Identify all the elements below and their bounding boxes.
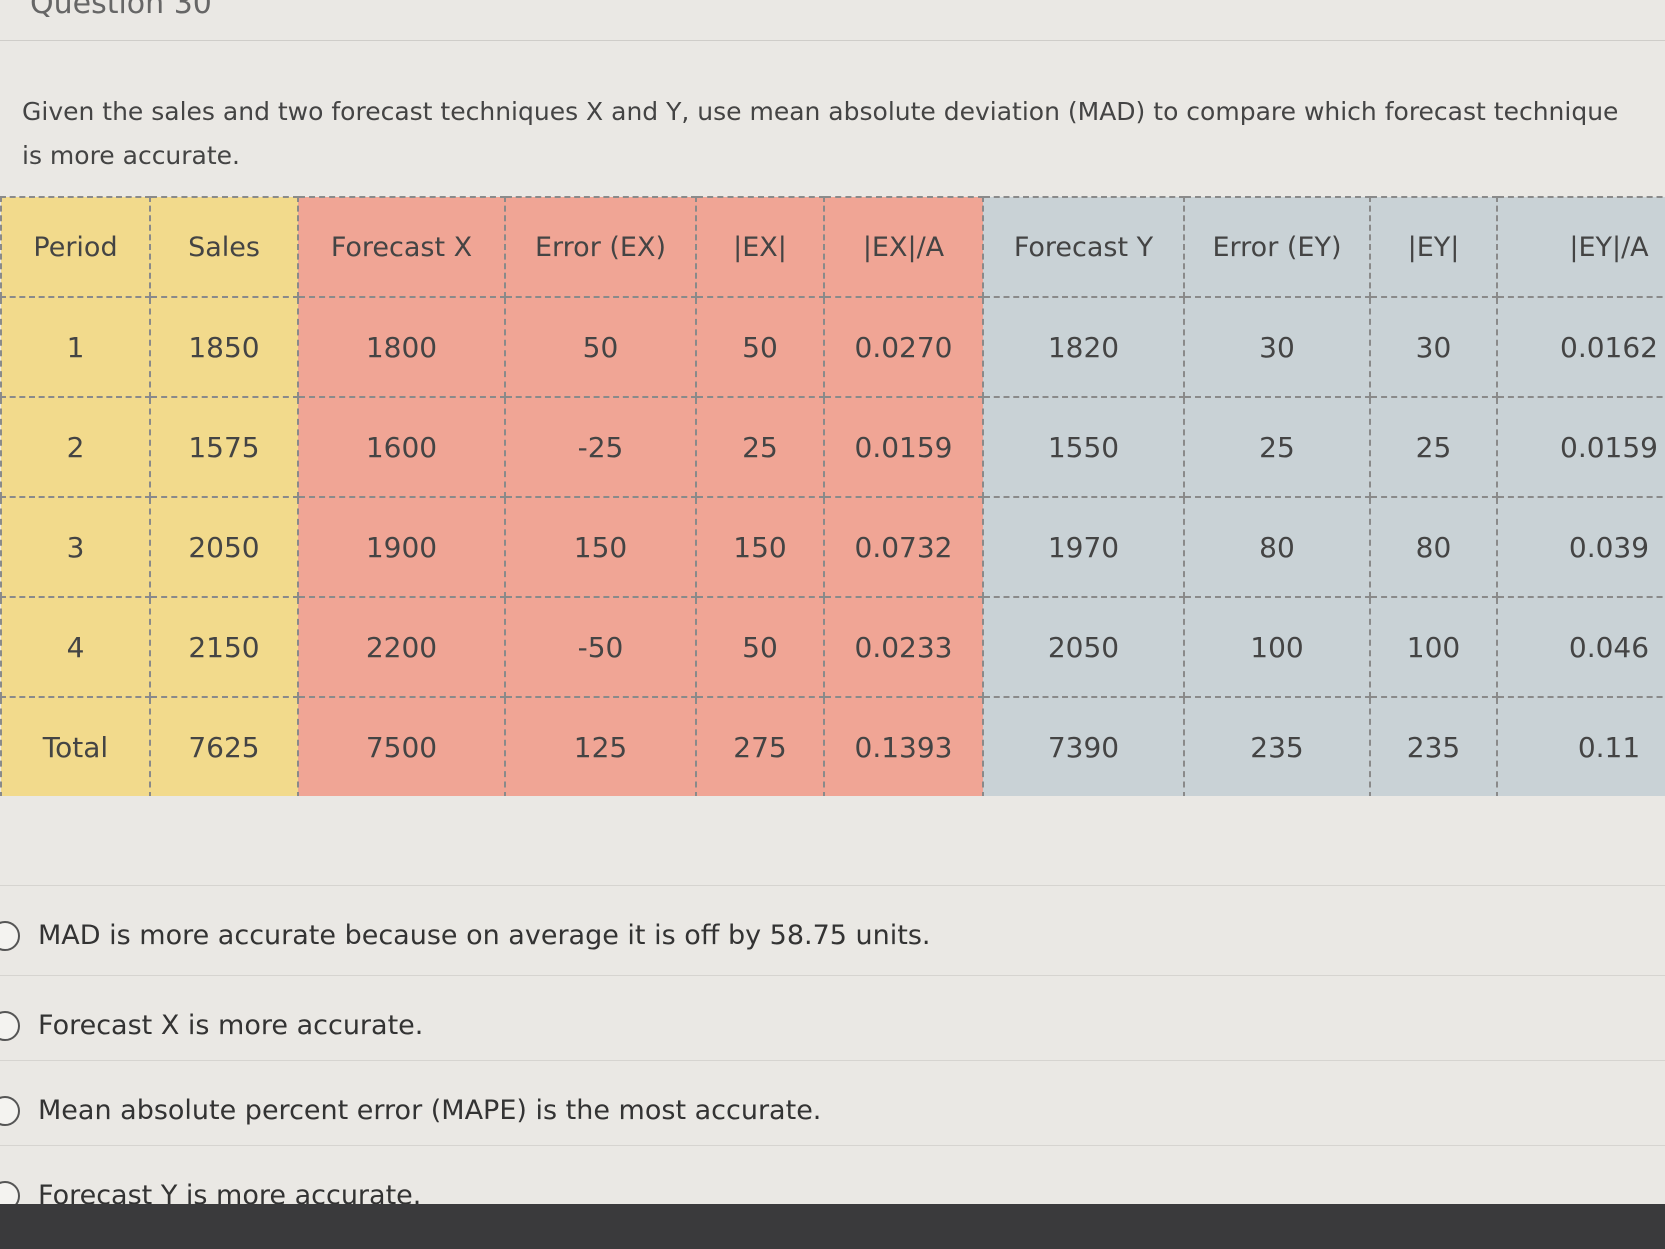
header-cell: Sales [149, 196, 299, 298]
table-cell: 30 [1183, 296, 1371, 398]
option: Forecast X is more accurate. [0, 1010, 423, 1041]
option: Mean absolute percent error (MAPE) is th… [0, 1095, 821, 1126]
screen-bezel [0, 1204, 1665, 1249]
radio-button[interactable] [0, 1095, 20, 1126]
data-table: Period Sales Forecast X Error (EX) |EX| |EX|/… [0, 196, 1665, 796]
table-cell: 2050 [982, 596, 1185, 698]
table-row: Total 7625 7500 125 275 0.1393 7390 235 235 0.11 [0, 696, 1665, 796]
table-cell: 1820 [982, 296, 1185, 398]
header-cell: Period [0, 196, 151, 298]
table-cell: 2 [0, 396, 151, 498]
header-cell: |EX|/A [823, 196, 984, 298]
table-cell: 125 [504, 696, 697, 796]
table-cell: 0.046 [1496, 596, 1665, 698]
table-cell: 150 [695, 496, 825, 598]
table-cell: 0.0233 [823, 596, 984, 698]
table-cell: 7500 [297, 696, 506, 796]
table-cell: 0.0159 [1496, 396, 1665, 498]
question-text: Given the sales and two forecast techniq… [22, 97, 1619, 170]
table-cell: 3 [0, 496, 151, 598]
separator [0, 1060, 1665, 1061]
table-cell: -25 [504, 396, 697, 498]
table-cell: 25 [1183, 396, 1371, 498]
table-cell: -50 [504, 596, 697, 698]
table-cell: 1550 [982, 396, 1185, 498]
table-cell: 2050 [149, 496, 299, 598]
header-row: Period Sales Forecast X Error (EX) |EX| |EX|/… [0, 196, 1665, 298]
table-row: 3 2050 1900 150 150 0.0732 1970 80 80 0.039 [0, 496, 1665, 598]
table-cell: 7390 [982, 696, 1185, 796]
header-cell: Error (EY) [1183, 196, 1371, 298]
header-cell: Forecast X [297, 196, 506, 298]
table-cell: 2150 [149, 596, 299, 698]
separator [0, 975, 1665, 976]
table-cell: 1970 [982, 496, 1185, 598]
table-row: 4 2150 2200 -50 50 0.0233 2050 100 100 0.046 [0, 596, 1665, 698]
table-cell: 0.0732 [823, 496, 984, 598]
table-cell: 235 [1183, 696, 1371, 796]
table-cell: 235 [1369, 696, 1498, 796]
table-cell: 80 [1369, 496, 1498, 598]
table-cell: 50 [695, 296, 825, 398]
table-cell: 275 [695, 696, 825, 796]
radio-button[interactable] [0, 1010, 20, 1041]
table-cell: 50 [695, 596, 825, 698]
table-cell: 1575 [149, 396, 299, 498]
table-cell: 1 [0, 296, 151, 398]
separator [0, 885, 1665, 886]
option-label: Mean absolute percent error (MAPE) is th… [38, 1095, 822, 1126]
table-cell: 0.0270 [823, 296, 984, 398]
question-title: Question 30 [30, 0, 212, 21]
separator [0, 1145, 1665, 1146]
table-cell: 1900 [297, 496, 506, 598]
option-label: Forecast X is more accurate. [38, 1010, 424, 1041]
table-cell: 100 [1183, 596, 1371, 698]
table-cell: 25 [695, 396, 825, 498]
table-cell: 1800 [297, 296, 506, 398]
header-cell: |EY| [1369, 196, 1498, 298]
header-cell: Forecast Y [982, 196, 1185, 298]
table-wrap: Period Sales Forecast X Error (EX) |EX| |EX|/… [0, 196, 1665, 796]
option: MAD is more accurate because on average … [0, 920, 931, 951]
table-cell: 0.1393 [823, 696, 984, 796]
divider [0, 40, 1665, 41]
table-cell: 80 [1183, 496, 1371, 598]
table-cell: 1850 [149, 296, 299, 398]
table-cell: Total [0, 696, 151, 796]
table-cell: 50 [504, 296, 697, 398]
table-cell: 0.0162 [1496, 296, 1665, 398]
table-cell: 4 [0, 596, 151, 698]
table-cell: 30 [1369, 296, 1498, 398]
header-cell: Error (EX) [504, 196, 697, 298]
table-cell: 2200 [297, 596, 506, 698]
table-row: 1 1850 1800 50 50 0.0270 1820 30 30 0.0162 [0, 296, 1665, 398]
table-cell: 0.039 [1496, 496, 1665, 598]
table-cell: 100 [1369, 596, 1498, 698]
header-cell: |EX| [695, 196, 825, 298]
table-cell: 0.0159 [823, 396, 984, 498]
table-cell: 150 [504, 496, 697, 598]
option-label: MAD is more accurate because on average … [38, 920, 931, 951]
table-cell: 0.11 [1496, 696, 1665, 796]
table-cell: 1600 [297, 396, 506, 498]
table-cell: 25 [1369, 396, 1498, 498]
radio-button[interactable] [0, 920, 20, 951]
table-cell: 7625 [149, 696, 299, 796]
table-row: 2 1575 1600 -25 25 0.0159 1550 25 25 0.0159 [0, 396, 1665, 498]
header-cell: |EY|/A [1496, 196, 1665, 298]
